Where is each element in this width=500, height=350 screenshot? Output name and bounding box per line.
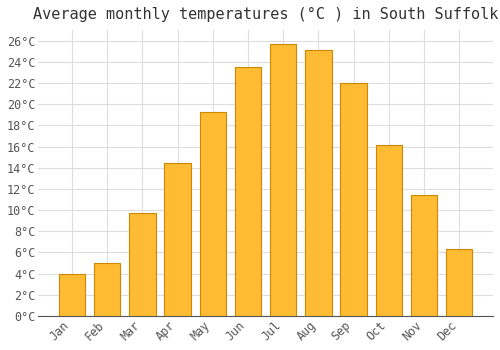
- Bar: [446, 249, 472, 316]
- Bar: [340, 83, 367, 316]
- Bar: [376, 146, 402, 316]
- Bar: [59, 274, 86, 316]
- Bar: [305, 50, 332, 316]
- Bar: [164, 163, 191, 316]
- Bar: [411, 195, 437, 316]
- Title: Average monthly temperatures (°C ) in South Suffolk: Average monthly temperatures (°C ) in So…: [33, 7, 498, 22]
- Bar: [200, 112, 226, 316]
- Bar: [130, 213, 156, 316]
- Bar: [235, 67, 261, 316]
- Bar: [94, 263, 120, 316]
- Bar: [270, 44, 296, 316]
